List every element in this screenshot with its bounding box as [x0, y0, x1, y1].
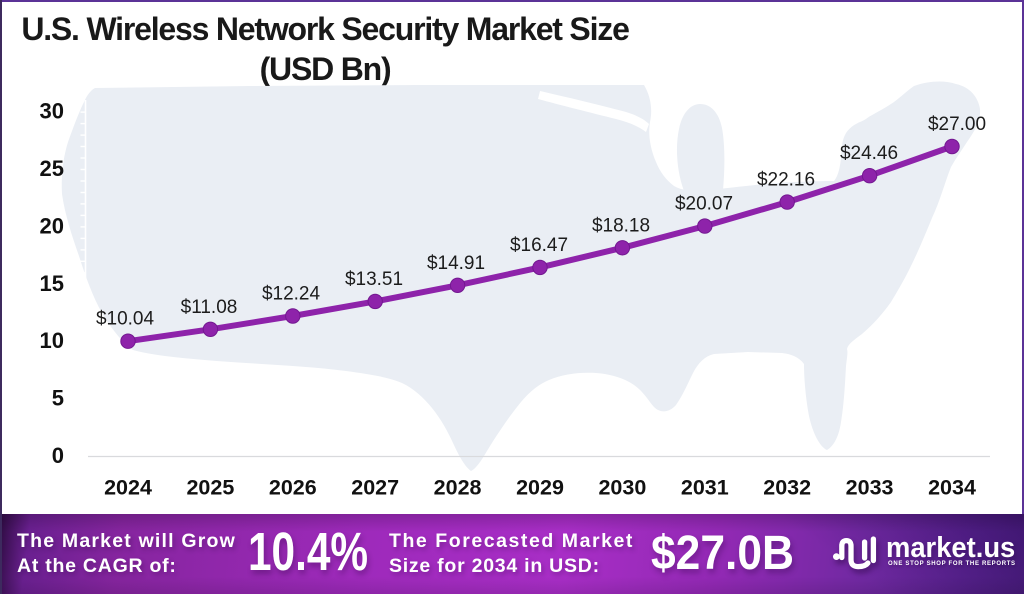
svg-text:2026: 2026 — [269, 476, 317, 500]
svg-text:5: 5 — [52, 386, 64, 411]
svg-text:$13.51: $13.51 — [345, 269, 403, 290]
svg-text:25: 25 — [40, 156, 64, 181]
svg-text:2030: 2030 — [598, 476, 646, 500]
svg-text:$24.46: $24.46 — [840, 143, 898, 164]
svg-text:$11.08: $11.08 — [181, 297, 238, 318]
svg-text:10: 10 — [40, 328, 64, 353]
svg-text:$22.16: $22.16 — [757, 170, 815, 191]
svg-text:2032: 2032 — [763, 476, 811, 500]
svg-text:$12.24: $12.24 — [262, 284, 321, 305]
svg-text:2028: 2028 — [434, 476, 482, 500]
svg-text:2025: 2025 — [186, 476, 234, 500]
svg-text:0: 0 — [52, 443, 64, 468]
svg-text:$16.47: $16.47 — [510, 235, 568, 256]
svg-text:2024: 2024 — [104, 476, 152, 500]
svg-text:$20.07: $20.07 — [675, 194, 733, 215]
svg-text:2027: 2027 — [351, 476, 399, 500]
svg-text:$27.00: $27.00 — [928, 114, 986, 135]
svg-text:2033: 2033 — [846, 476, 894, 500]
svg-text:2031: 2031 — [681, 476, 729, 500]
svg-text:$14.91: $14.91 — [427, 253, 485, 274]
svg-text:$18.18: $18.18 — [592, 215, 650, 236]
svg-text:2029: 2029 — [516, 476, 564, 500]
svg-text:15: 15 — [40, 271, 64, 296]
svg-text:2034: 2034 — [928, 476, 976, 500]
svg-text:$10.04: $10.04 — [96, 309, 155, 330]
svg-text:20: 20 — [40, 213, 64, 238]
svg-text:30: 30 — [40, 99, 64, 124]
